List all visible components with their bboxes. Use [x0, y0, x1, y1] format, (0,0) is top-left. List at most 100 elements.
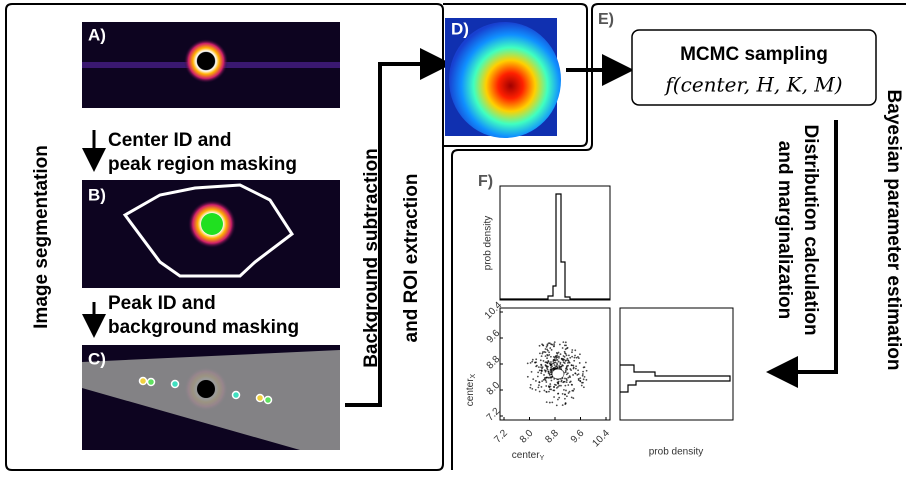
sample-point — [531, 371, 533, 373]
sample-point — [545, 381, 547, 383]
x-tick-label: 9.6 — [569, 428, 587, 446]
sample-point — [550, 367, 552, 369]
sample-point — [546, 357, 548, 359]
sample-point — [540, 364, 542, 366]
sample-point — [549, 402, 551, 404]
sample-point — [573, 388, 575, 390]
sample-point — [566, 378, 568, 380]
sample-point — [574, 372, 576, 374]
sample-point — [535, 358, 537, 360]
sample-point — [549, 363, 551, 365]
sample-point — [527, 362, 529, 364]
sample-point — [537, 386, 539, 388]
sample-point — [553, 362, 555, 364]
label-sub: X — [470, 373, 477, 378]
sample-point — [530, 362, 532, 364]
sample-point — [564, 352, 566, 354]
sample-point — [569, 391, 571, 393]
sample-point — [546, 362, 548, 364]
sample-point — [559, 366, 561, 368]
label-main: center — [512, 450, 540, 461]
panel-label: A) — [88, 25, 106, 44]
sample-point — [562, 347, 564, 349]
sample-point — [562, 341, 564, 343]
sample-point — [582, 371, 584, 373]
sample-point — [566, 354, 568, 356]
sample-point — [567, 362, 569, 364]
sample-point — [564, 344, 566, 346]
sample-point — [554, 341, 556, 343]
sample-point — [548, 351, 550, 353]
sample-point — [539, 370, 541, 372]
figure: Image segmentation A) Center ID and peak… — [0, 0, 906, 476]
sample-point — [571, 384, 573, 386]
sample-point — [541, 370, 543, 372]
sample-point — [578, 379, 580, 381]
sample-point — [555, 365, 557, 367]
sample-point — [557, 393, 559, 395]
mcmc-formula: f(center, H, K, M) — [663, 73, 842, 97]
sample-point — [573, 368, 575, 370]
step-text: background masking — [108, 317, 299, 338]
sample-point — [579, 377, 581, 379]
beam-stop — [197, 380, 215, 398]
sample-point — [540, 372, 542, 374]
sample-point — [530, 384, 532, 386]
sample-point — [550, 356, 552, 358]
sample-point — [562, 381, 564, 383]
sample-point — [559, 344, 561, 346]
sample-point — [564, 385, 566, 387]
sample-point — [556, 359, 558, 361]
step-text: peak region masking — [108, 154, 297, 175]
sample-point — [549, 383, 551, 385]
sample-point — [563, 389, 565, 391]
sample-point — [569, 362, 571, 364]
sample-point — [556, 352, 558, 354]
sample-point — [549, 347, 551, 349]
sample-point — [566, 373, 568, 375]
sample-point — [553, 343, 555, 345]
sample-point — [583, 367, 585, 369]
sample-point — [562, 393, 564, 395]
sample-point — [550, 365, 552, 367]
panel-label: C) — [88, 349, 106, 368]
mask-center — [201, 213, 223, 235]
sample-point — [558, 361, 560, 363]
sample-point — [561, 364, 563, 366]
sample-point — [583, 386, 585, 388]
sample-point — [549, 342, 551, 344]
sample-point — [566, 366, 568, 368]
sample-point — [544, 369, 546, 371]
sample-point — [566, 395, 568, 397]
sample-point — [543, 374, 545, 376]
mcmc-title: MCMC sampling — [680, 44, 828, 65]
x-tick-label: 8.0 — [518, 428, 536, 446]
sample-point — [581, 385, 583, 387]
sample-point — [556, 356, 558, 358]
panel-label: E) — [598, 11, 614, 28]
sample-point — [571, 364, 573, 366]
sample-point — [583, 378, 585, 380]
sample-point — [543, 351, 545, 353]
sample-point — [547, 369, 549, 371]
sample-point — [550, 361, 552, 363]
sample-point — [559, 367, 561, 369]
sample-point — [557, 367, 559, 369]
x-tick-label: 10.4 — [590, 428, 612, 450]
sample-point — [575, 365, 577, 367]
sample-point — [527, 376, 529, 378]
sample-point — [546, 366, 548, 368]
sample-point — [553, 386, 555, 388]
sample-point — [556, 364, 558, 366]
sample-point — [567, 377, 569, 379]
sample-point — [572, 365, 574, 367]
sample-point — [535, 380, 537, 382]
sample-point — [567, 358, 569, 360]
x-tick-label: 7.2 — [492, 428, 510, 446]
sample-point — [540, 366, 542, 368]
sample-point — [577, 369, 579, 371]
sample-point — [549, 386, 551, 388]
sample-point — [535, 389, 537, 391]
sample-point — [551, 380, 553, 382]
sample-point — [567, 384, 569, 386]
